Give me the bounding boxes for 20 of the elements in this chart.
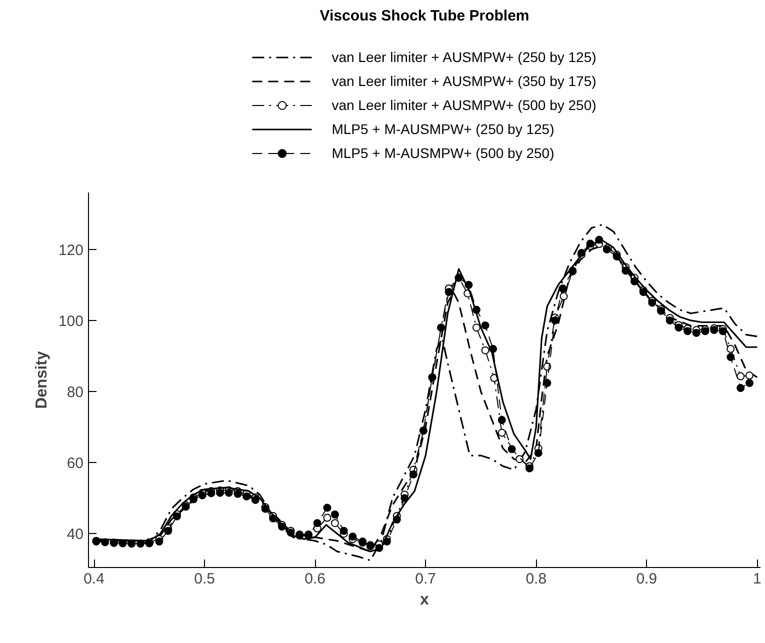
- x-tick-label: 0.8: [526, 570, 547, 588]
- legend-label: van Leer limiter + AUSMPW+ (250 by 125): [332, 48, 596, 64]
- y-tick-label: 80: [66, 384, 84, 402]
- legend-label: MLP5 + M-AUSMPW+ (250 by 125): [332, 120, 554, 136]
- legend-label: van Leer limiter + AUSMPW+ (500 by 250): [332, 96, 596, 112]
- y-tick-label: 60: [66, 455, 84, 472]
- y-tick-label: 100: [58, 312, 84, 330]
- y-axis-title: Density: [33, 351, 50, 409]
- chart-title: Viscous Shock Tube Problem: [320, 8, 530, 24]
- y-tick-label: 40: [66, 526, 84, 544]
- legend-label: MLP5 + M-AUSMPW+ (500 by 250): [332, 144, 554, 160]
- x-axis-title: x: [420, 592, 430, 608]
- x-tick-label: 0.7: [415, 570, 436, 588]
- legend-label: van Leer limiter + AUSMPW+ (350 by 175): [332, 72, 596, 88]
- x-tick-label: 0.9: [636, 570, 658, 588]
- x-tick-label: 1: [753, 570, 762, 588]
- y-tick-label: 120: [58, 242, 84, 259]
- x-tick-label: 0.6: [304, 570, 326, 588]
- x-tick-label: 0.5: [194, 570, 215, 588]
- x-tick-label: 0.4: [84, 570, 104, 588]
